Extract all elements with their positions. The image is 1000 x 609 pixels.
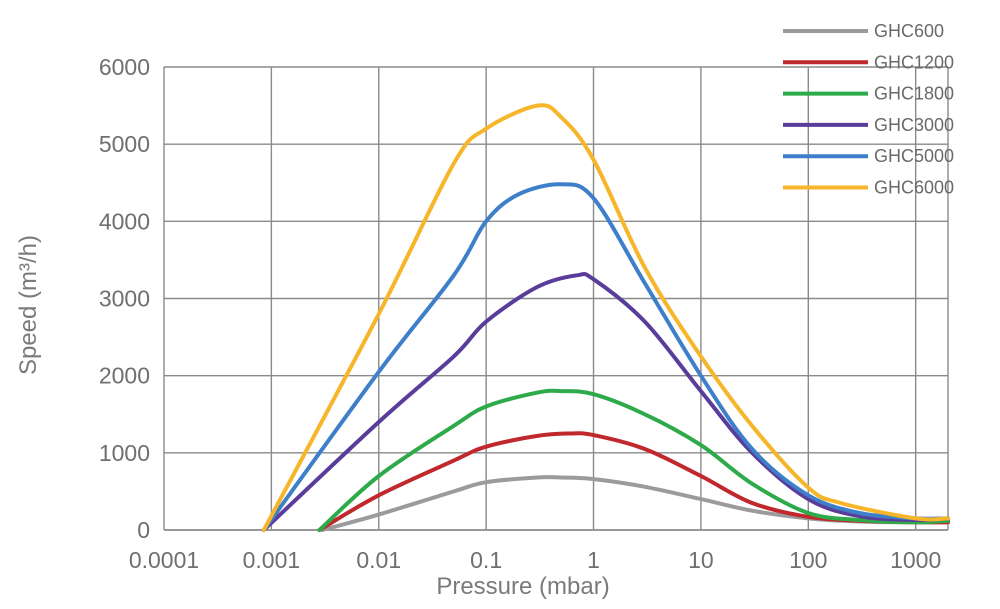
legend-label-ghc1200: GHC1200 — [874, 52, 954, 72]
series-line-ghc1800 — [317, 388, 950, 532]
x-tick-label: 0.0001 — [129, 547, 199, 573]
axis-ticks: 0 1000 2000 3000 4000 5000 6000 0.0001 0.001 0.01… — [99, 54, 941, 573]
series-line-ghc3000 — [261, 271, 950, 532]
x-tick-label: 0.001 — [243, 547, 301, 573]
x-axis-label: Pressure (mbar) — [436, 573, 609, 600]
series-lines — [261, 103, 950, 532]
x-tick-label: 0.01 — [356, 547, 401, 573]
y-tick-label: 2000 — [99, 363, 150, 389]
y-tick-label: 1000 — [99, 440, 150, 466]
y-tick-label: 6000 — [99, 54, 150, 80]
x-tick-label: 0.1 — [470, 547, 502, 573]
y-tick-label: 0 — [137, 517, 150, 543]
x-tick-label: 10 — [688, 547, 714, 573]
y-axis-label: Speed (m³/h) — [15, 235, 42, 375]
series-line-ghc5000 — [261, 182, 950, 532]
legend-label-ghc600: GHC600 — [874, 21, 944, 41]
legend-label-ghc1800: GHC1800 — [874, 84, 954, 104]
y-tick-label: 5000 — [99, 131, 150, 157]
y-tick-label: 3000 — [99, 286, 150, 312]
legend-label-ghc6000: GHC6000 — [874, 178, 954, 198]
x-tick-label: 1 — [587, 547, 600, 573]
y-tick-label: 4000 — [99, 208, 150, 234]
legend: GHC600 GHC1200 GHC1800 GHC3000 GHC5000 GHC600… — [783, 21, 954, 198]
legend-label-ghc5000: GHC5000 — [874, 146, 954, 166]
legend-label-ghc3000: GHC3000 — [874, 115, 954, 135]
series-line-ghc6000 — [261, 103, 950, 532]
x-tick-label: 1000 — [890, 547, 941, 573]
x-tick-label: 100 — [789, 547, 827, 573]
grid — [163, 66, 949, 531]
